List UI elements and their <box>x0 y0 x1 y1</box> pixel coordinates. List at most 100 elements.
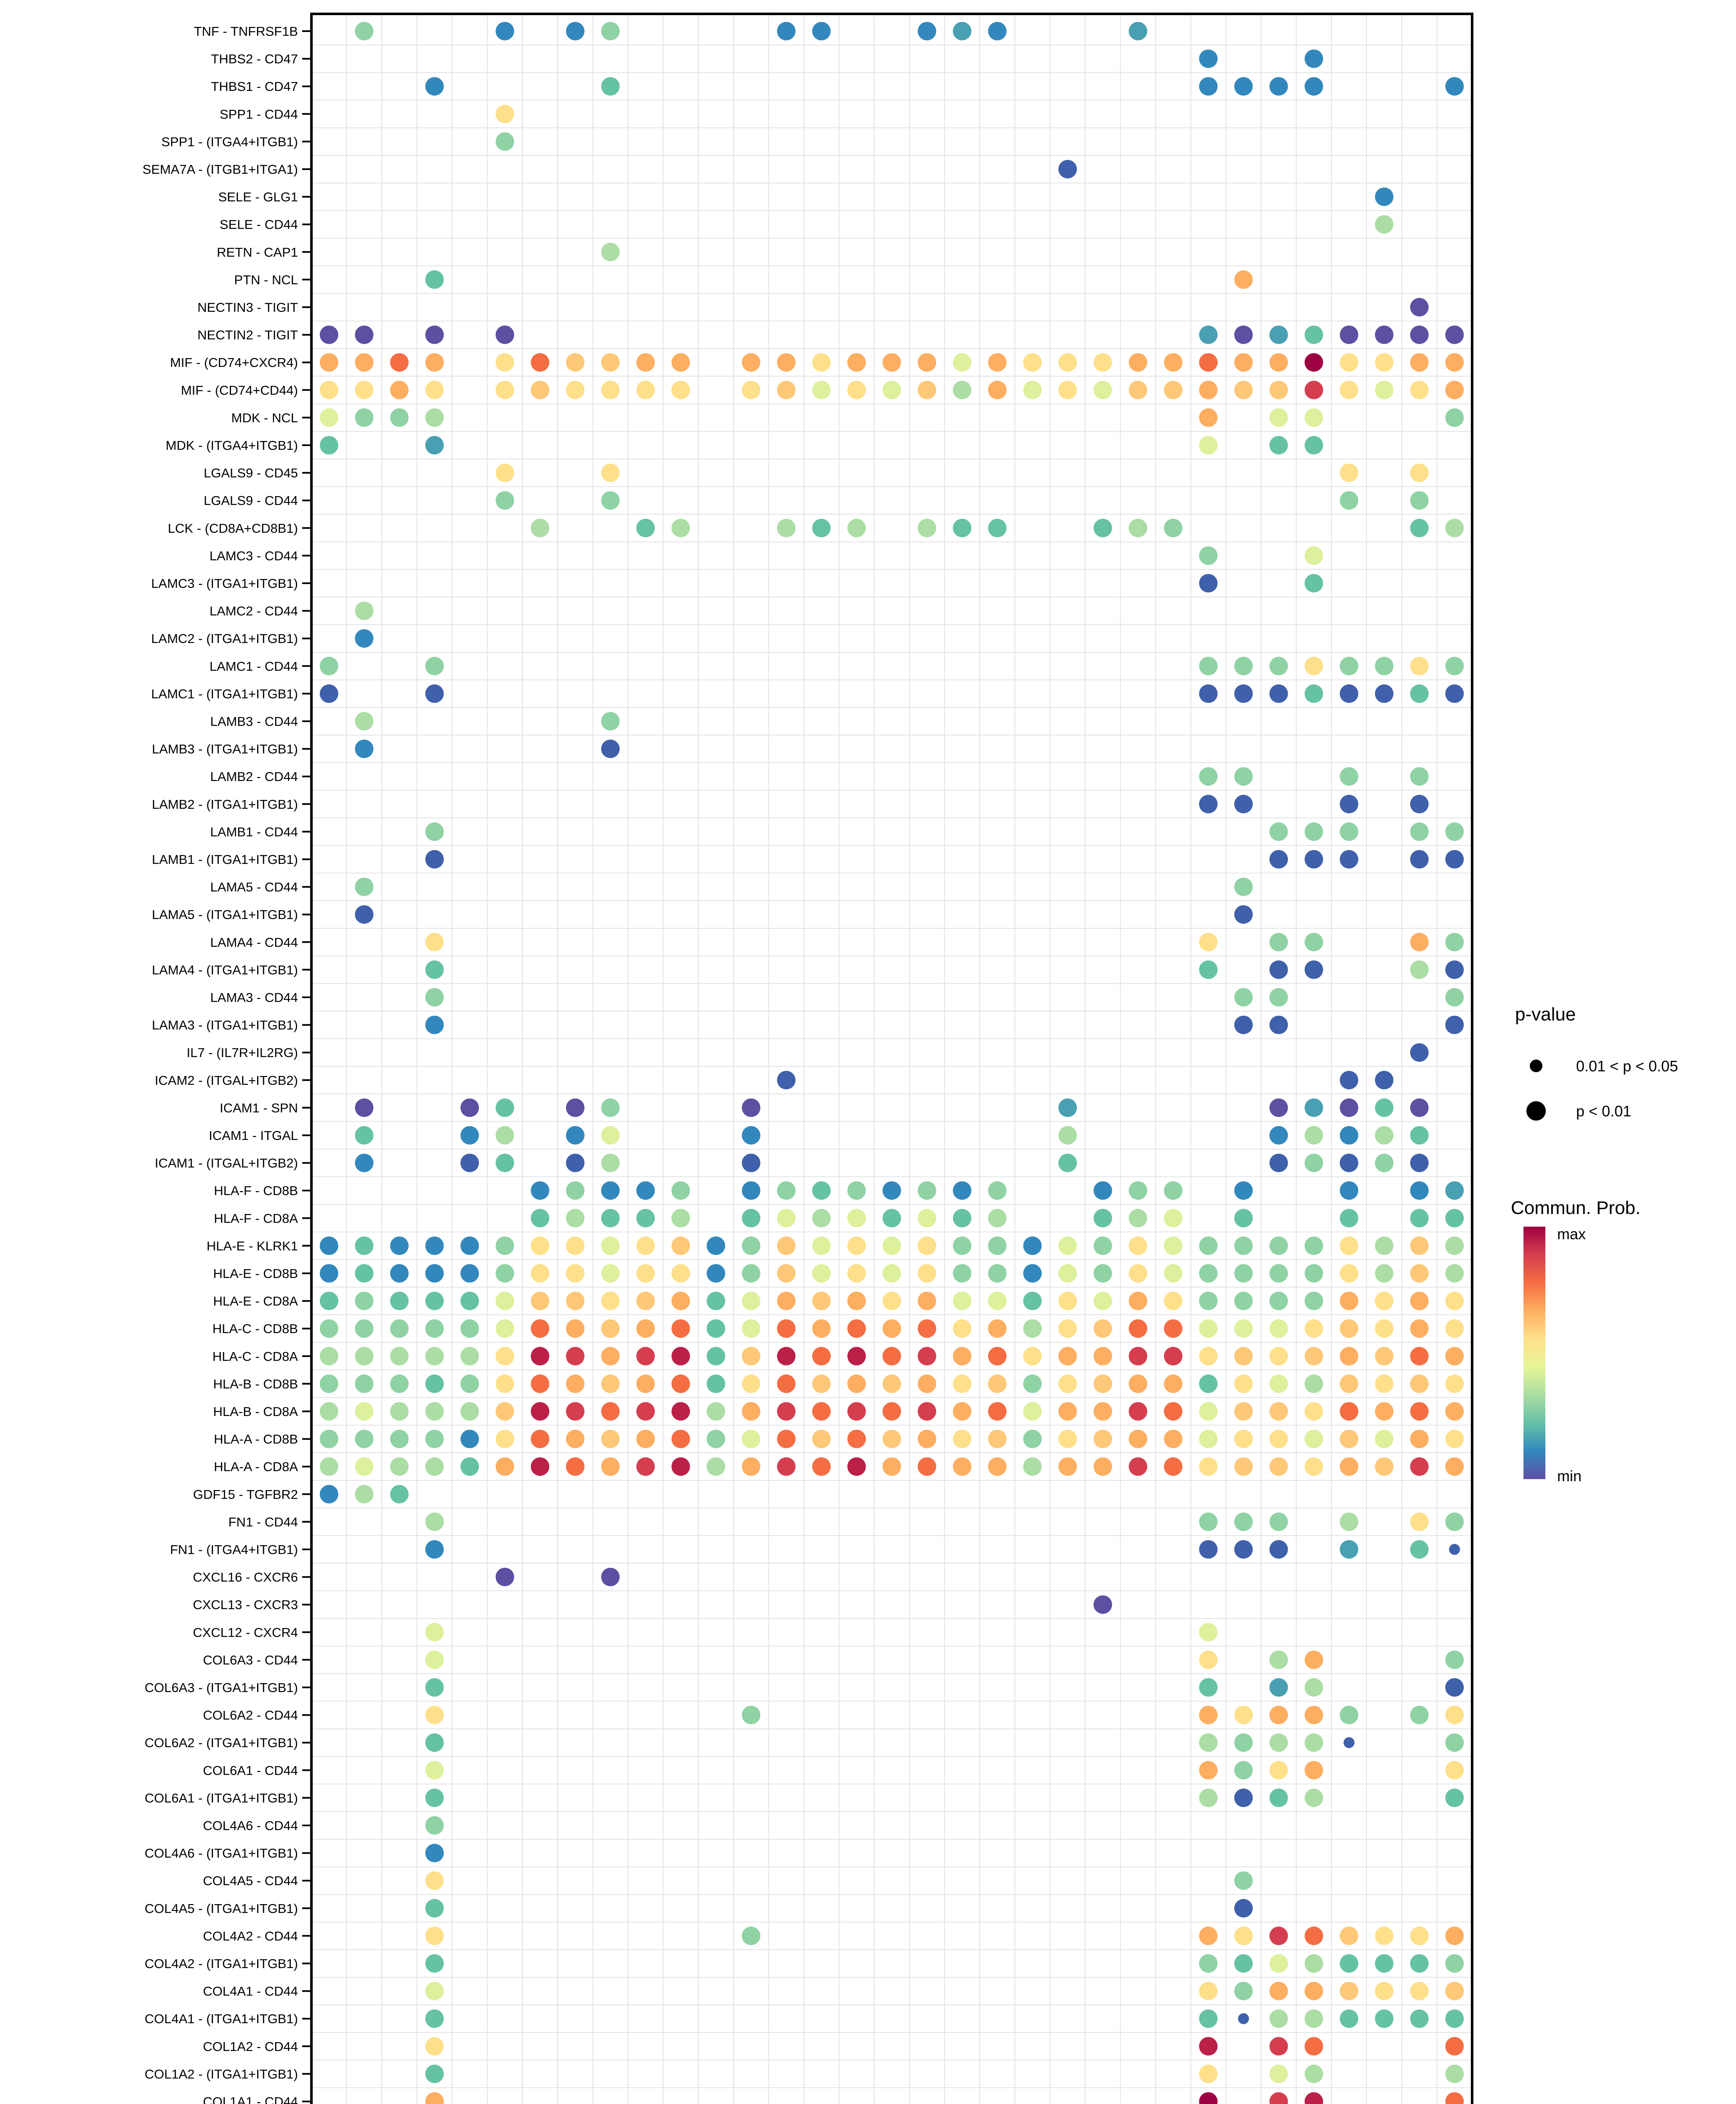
row-label: RETN - CAP1 <box>217 245 298 260</box>
dot-row <box>355 712 620 731</box>
dot <box>1199 1374 1218 1393</box>
dot <box>917 1209 936 1227</box>
dot-row <box>355 1126 1429 1145</box>
dot <box>425 684 444 703</box>
row-label: HLA-B - CD8B <box>213 1376 298 1391</box>
dot <box>777 1264 796 1283</box>
dot <box>1340 353 1358 372</box>
dot <box>566 1209 585 1227</box>
dot <box>1234 684 1253 703</box>
dot <box>671 1264 690 1283</box>
dot <box>883 1209 901 1227</box>
dot <box>1269 1512 1288 1531</box>
dot <box>671 1236 690 1255</box>
dot <box>425 2037 444 2056</box>
dot <box>883 353 901 372</box>
dot <box>319 436 338 454</box>
dot-row <box>425 2092 1464 2104</box>
dot <box>1304 408 1323 427</box>
dot <box>1304 1153 1323 1172</box>
dot <box>777 1347 796 1365</box>
dot <box>1093 1595 1112 1614</box>
dot <box>1445 2009 1464 2028</box>
dot <box>425 1650 444 1669</box>
dot <box>742 1429 760 1448</box>
dot <box>671 380 690 399</box>
dot <box>1058 1374 1077 1393</box>
dot <box>319 1374 338 1393</box>
dot <box>917 1402 936 1421</box>
dot <box>636 1209 655 1227</box>
dot <box>847 1429 866 1448</box>
dot <box>1234 270 1253 289</box>
dot <box>390 408 409 427</box>
dot <box>1199 1678 1218 1697</box>
dot <box>319 1485 338 1504</box>
dot <box>1234 1761 1253 1780</box>
dot <box>742 1153 760 1172</box>
dot <box>531 1457 550 1476</box>
dot <box>988 1236 1007 1255</box>
dot <box>425 1871 444 1890</box>
dot <box>1445 1402 1464 1421</box>
dot <box>1445 1291 1464 1310</box>
dot <box>812 1291 831 1310</box>
dot <box>460 1236 479 1255</box>
dot <box>1269 1153 1288 1172</box>
dot <box>777 1457 796 1476</box>
dot <box>1269 822 1288 841</box>
dot <box>1375 215 1394 234</box>
dot <box>1375 1264 1394 1283</box>
dot-row <box>495 104 514 123</box>
dot <box>671 1402 690 1421</box>
dot <box>425 1816 444 1835</box>
dot <box>1234 1209 1253 1227</box>
dot <box>601 1098 620 1117</box>
dot <box>1269 1291 1288 1310</box>
dot <box>777 518 796 537</box>
pvalue-large-dot <box>1526 1101 1546 1121</box>
dot <box>1304 1236 1323 1255</box>
dot <box>1410 1982 1429 2000</box>
dot <box>1445 1706 1464 1724</box>
dot <box>1199 2064 1218 2083</box>
dot-row <box>1410 1043 1429 1062</box>
dot <box>355 905 374 924</box>
dot <box>601 380 620 399</box>
dot <box>1304 684 1323 703</box>
row-label: LAMA4 - CD44 <box>210 935 298 950</box>
dot <box>707 1402 726 1421</box>
dot <box>1445 2037 1464 2056</box>
dot <box>1199 1540 1218 1559</box>
dot-row <box>425 1512 1464 1531</box>
dot <box>1304 1402 1323 1421</box>
dot-row <box>355 739 620 758</box>
dot-row <box>531 1181 1464 1200</box>
row-label: COL4A6 - (ITGA1+ITGB1) <box>145 1846 298 1861</box>
dot <box>355 1291 374 1310</box>
row-label: PTN - NCL <box>234 272 298 287</box>
dot <box>601 77 620 96</box>
dot <box>355 408 374 427</box>
dot <box>1164 1209 1183 1227</box>
dot <box>1234 1540 1253 1559</box>
dot <box>1445 518 1464 537</box>
dot <box>1234 1236 1253 1255</box>
dot <box>1445 408 1464 427</box>
dot <box>495 22 514 40</box>
dot <box>883 1181 901 1200</box>
dot <box>1304 1374 1323 1393</box>
dot <box>1199 1926 1218 1945</box>
row-label: HLA-A - CD8B <box>214 1432 298 1447</box>
dot-row <box>425 1871 1253 1890</box>
dot <box>319 1291 338 1310</box>
dot <box>531 1374 550 1393</box>
dot <box>1375 1071 1394 1089</box>
dot <box>1304 353 1323 372</box>
dot <box>1340 1236 1358 1255</box>
dot <box>1445 325 1464 344</box>
dot-row <box>531 518 1464 537</box>
dot <box>355 1153 374 1172</box>
dot <box>1269 1098 1288 1117</box>
dot-row <box>319 1319 1464 1338</box>
